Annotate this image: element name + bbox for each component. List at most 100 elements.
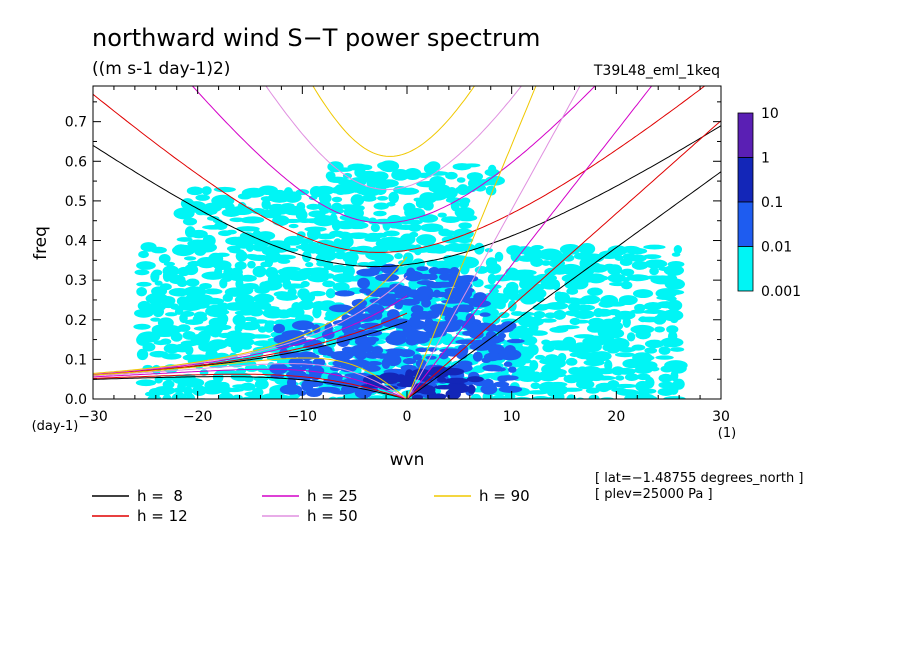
power-cell bbox=[341, 323, 355, 335]
run-label: T39L48_eml_1keq bbox=[593, 63, 720, 79]
colorbar-label: 0.01 bbox=[761, 240, 792, 256]
colorbar-swatch bbox=[737, 112, 754, 158]
power-cell bbox=[373, 202, 389, 210]
power-cell bbox=[236, 367, 247, 374]
ig-n1-wave bbox=[265, 86, 523, 191]
power-cell bbox=[360, 164, 373, 171]
y-tick-label: 0.7 bbox=[65, 115, 87, 131]
power-cell bbox=[354, 350, 368, 360]
power-contours bbox=[133, 160, 688, 399]
power-cell bbox=[353, 313, 377, 322]
mrg-wave bbox=[93, 312, 408, 376]
power-cell bbox=[329, 213, 338, 225]
power-cell bbox=[342, 172, 353, 179]
power-cell bbox=[587, 287, 603, 296]
power-cell bbox=[325, 288, 336, 299]
power-cell bbox=[287, 287, 297, 297]
power-cell bbox=[281, 202, 295, 209]
power-cell bbox=[214, 324, 232, 331]
power-cell bbox=[527, 344, 539, 356]
power-cell bbox=[254, 379, 269, 390]
power-cell bbox=[626, 247, 648, 255]
power-cell bbox=[617, 346, 637, 353]
power-cell bbox=[632, 352, 653, 364]
colorbar-label: 1 bbox=[761, 151, 770, 167]
power-cell bbox=[362, 365, 381, 372]
power-cell bbox=[578, 242, 596, 255]
power-cell bbox=[613, 383, 638, 389]
colorbar-label: 0.001 bbox=[761, 284, 801, 300]
power-cell bbox=[649, 267, 659, 276]
power-cell bbox=[366, 336, 380, 343]
power-cell bbox=[290, 238, 314, 244]
power-cell bbox=[237, 201, 247, 213]
power-cell bbox=[448, 384, 471, 394]
power-cell bbox=[455, 287, 475, 294]
power-cell bbox=[571, 319, 591, 324]
power-cell bbox=[218, 392, 234, 399]
power-cell bbox=[160, 296, 176, 306]
kelvin-wave bbox=[406, 86, 581, 399]
power-cell bbox=[497, 375, 519, 381]
power-cell bbox=[533, 310, 546, 319]
power-cell bbox=[425, 310, 440, 319]
power-cell bbox=[466, 172, 484, 181]
power-cell bbox=[279, 351, 302, 358]
power-cell bbox=[224, 387, 245, 393]
power-cell bbox=[150, 246, 167, 254]
power-cell bbox=[332, 282, 350, 292]
power-cell bbox=[616, 389, 639, 396]
power-cell bbox=[432, 281, 456, 288]
power-cell bbox=[160, 338, 172, 345]
power-cell bbox=[280, 218, 304, 223]
colorbar-swatch bbox=[737, 201, 754, 247]
mrg-wave bbox=[93, 256, 408, 374]
power-cell bbox=[420, 223, 444, 233]
power-cell bbox=[526, 287, 547, 300]
power-cell bbox=[614, 254, 624, 261]
power-cell bbox=[584, 335, 606, 347]
power-cell bbox=[324, 273, 335, 279]
dispersion-curves bbox=[93, 86, 721, 399]
power-cell bbox=[463, 163, 481, 168]
power-cell bbox=[341, 346, 354, 353]
power-cell bbox=[660, 337, 684, 348]
power-cell bbox=[322, 280, 336, 288]
power-cell bbox=[483, 378, 494, 388]
power-cell bbox=[212, 260, 232, 270]
power-cell bbox=[426, 161, 441, 172]
power-cell bbox=[342, 251, 359, 264]
power-cell bbox=[418, 214, 439, 223]
power-cell bbox=[328, 304, 353, 313]
power-cell bbox=[331, 196, 343, 203]
power-cell bbox=[247, 334, 271, 339]
power-cell bbox=[183, 264, 199, 276]
power-cell bbox=[370, 223, 380, 233]
power-cell bbox=[308, 267, 329, 277]
power-cell bbox=[588, 394, 600, 399]
power-cell bbox=[252, 265, 267, 278]
power-cell bbox=[291, 320, 315, 331]
power-cell bbox=[373, 253, 394, 264]
power-cell bbox=[672, 378, 685, 390]
power-cell bbox=[399, 298, 420, 306]
legend-label: h = 90 bbox=[479, 487, 530, 505]
power-cell bbox=[607, 321, 624, 331]
power-cell bbox=[214, 221, 228, 230]
power-cell bbox=[415, 347, 429, 353]
power-cell bbox=[133, 323, 151, 330]
power-cell bbox=[225, 229, 237, 235]
y-tick-label: 0.2 bbox=[65, 313, 87, 329]
power-cell bbox=[620, 281, 633, 290]
power-cell bbox=[493, 381, 510, 388]
power-cell bbox=[566, 394, 577, 399]
power-cell bbox=[201, 186, 212, 196]
x-unit-label: (1) bbox=[718, 426, 736, 441]
kelvin-wave bbox=[406, 120, 721, 399]
power-cell bbox=[639, 360, 658, 370]
power-cell bbox=[425, 355, 437, 360]
power-cell bbox=[349, 204, 365, 212]
power-cell bbox=[552, 279, 561, 291]
power-cell bbox=[388, 191, 399, 204]
power-cell bbox=[665, 289, 685, 295]
